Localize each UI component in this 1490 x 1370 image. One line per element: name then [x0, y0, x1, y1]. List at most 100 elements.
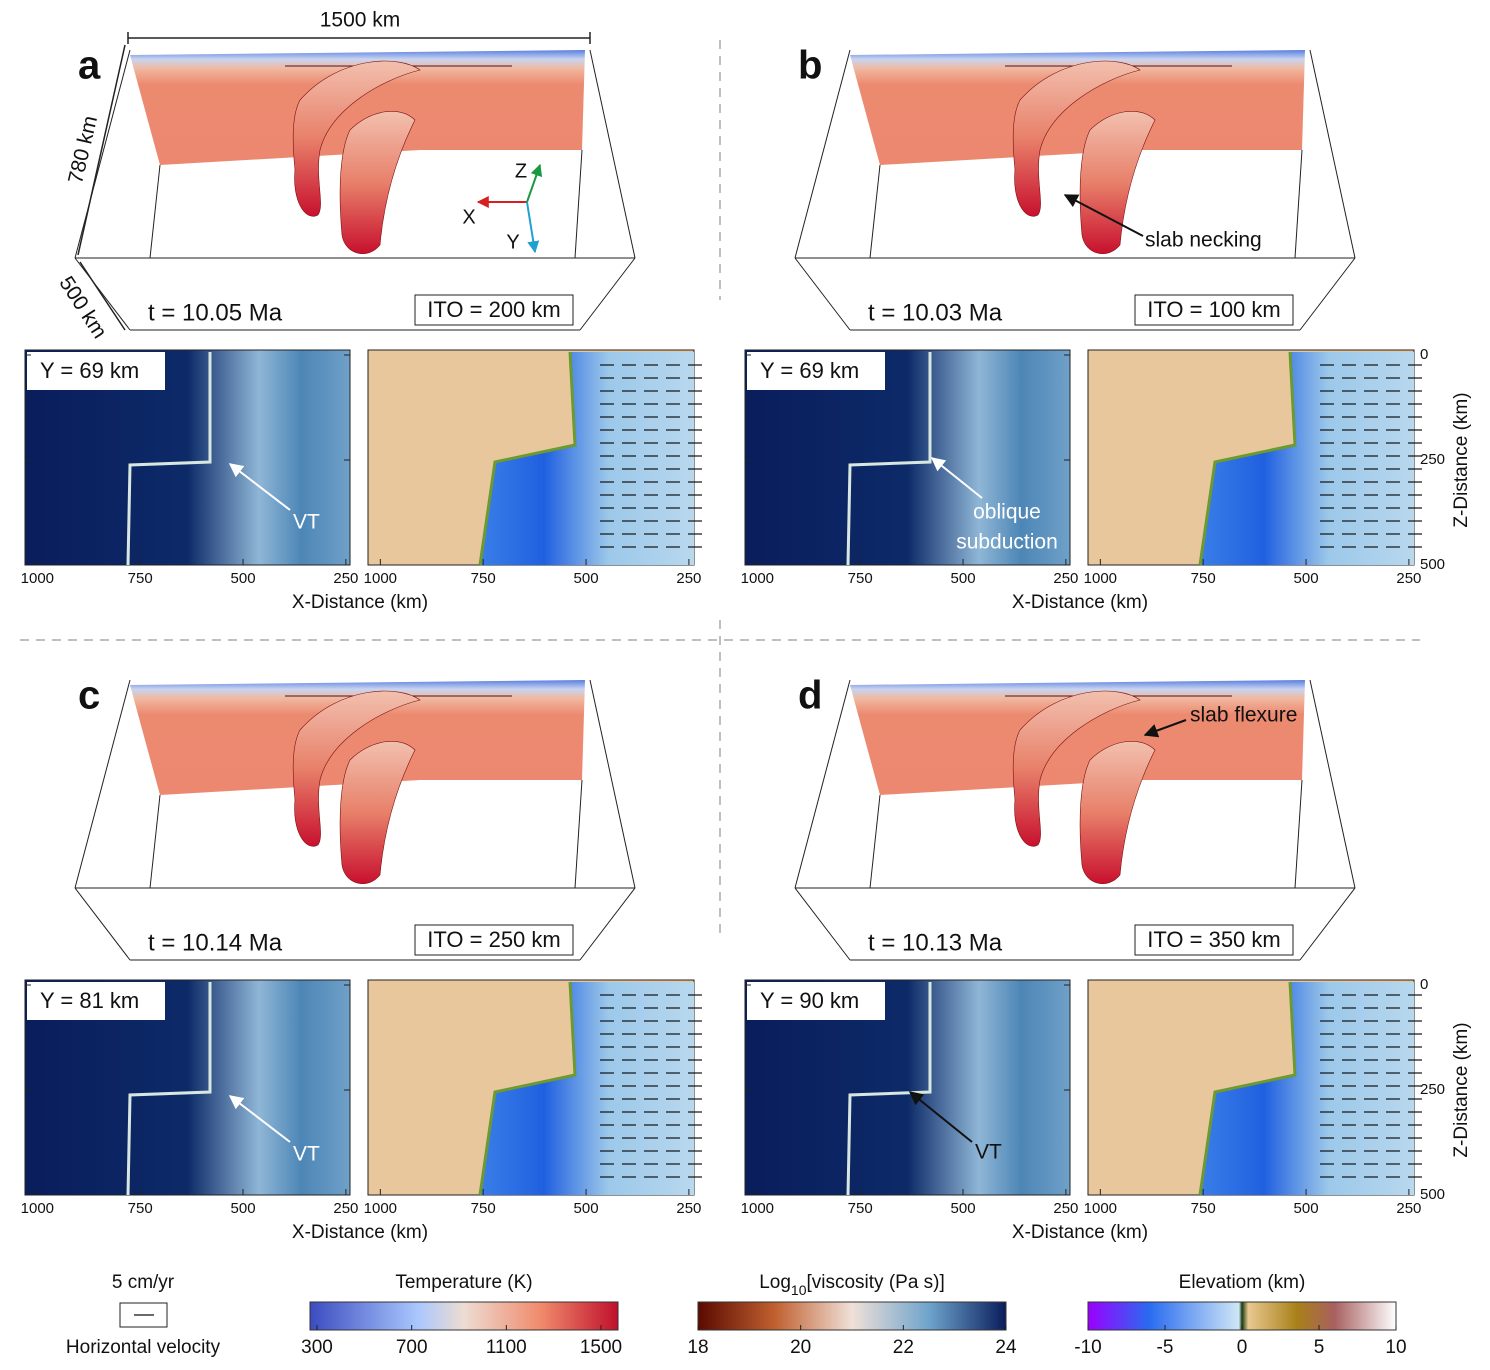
x-tick-label: 250 [1053, 1200, 1078, 1217]
box-edge [579, 887, 636, 961]
slice-label-box [27, 352, 165, 390]
ito-label: ITO = 100 km [1147, 297, 1280, 322]
x-tick-label: 250 [676, 570, 701, 587]
legend-title: Elevatiom (km) [1179, 1272, 1306, 1293]
ito-box [414, 294, 574, 326]
legend-title: Log10[viscosity (Pa s)] [759, 1272, 945, 1298]
slab [1012, 690, 1141, 847]
box-edge [1294, 779, 1303, 889]
plate-surface [130, 50, 585, 165]
annotation: slab necking [1145, 229, 1262, 252]
colorbar-tick-label: 700 [396, 1337, 428, 1358]
slice-label-box [747, 352, 885, 390]
slab [1079, 111, 1156, 254]
colorbar-tick-label: 1500 [580, 1337, 622, 1358]
colorbar-tick-label: 10 [1385, 1337, 1406, 1358]
x-tick-label: 1000 [364, 570, 397, 587]
x-tick-label: 1000 [741, 1200, 774, 1217]
box-edge [74, 887, 131, 961]
x-axis-label: X-Distance (km) [292, 1222, 428, 1243]
legend-title: Horizontal velocity [66, 1337, 221, 1358]
annotation-arrow [930, 457, 983, 499]
time-label: t = 10.03 Ma [868, 299, 1003, 326]
annotation-arrow [1063, 194, 1144, 237]
x-tick-label: 250 [1053, 570, 1078, 587]
x-tick-label: 750 [128, 1200, 153, 1217]
slab-trace [126, 352, 212, 566]
x-tick-label: 1000 [1084, 570, 1117, 587]
annotation-arrow [228, 1095, 291, 1143]
legend-title-part: 10 [791, 1282, 807, 1298]
panel-letter: a [78, 44, 101, 88]
x-tick-label: 750 [848, 570, 873, 587]
slab-trace [846, 352, 932, 566]
slab-region [480, 352, 694, 565]
x-axis-label: X-Distance (km) [1012, 1222, 1148, 1243]
legend-title: Temperature (K) [395, 1272, 532, 1293]
ito-label: ITO = 350 km [1147, 927, 1280, 952]
slice-label-box [27, 982, 165, 1020]
x-tick-label: 750 [848, 1200, 873, 1217]
plate-surface [850, 680, 1305, 795]
x-tick-label: 1000 [364, 1200, 397, 1217]
slice-label: Y = 81 km [40, 988, 139, 1013]
slab-region [480, 982, 694, 1195]
legend-title-part: Log [759, 1272, 791, 1293]
x-tick-label: 500 [1294, 1200, 1319, 1217]
panel-letter: c [78, 674, 100, 718]
panel: c t = 10.14 Ma ITO = 250 km Y = 81 km 1000 10… [21, 674, 702, 1243]
box-edge [589, 49, 636, 259]
time-label: t = 10.14 Ma [148, 929, 283, 956]
colorbar [697, 1301, 1007, 1331]
triad-label: Z [515, 160, 527, 182]
colorbar-tick-label: 18 [687, 1337, 708, 1358]
slab [1079, 741, 1156, 884]
x-tick-label: 1000 [1084, 1200, 1117, 1217]
triad-label: Y [506, 231, 519, 253]
slab-region [1200, 352, 1414, 565]
slice-label: Y = 69 km [40, 358, 139, 383]
box-edge [574, 779, 583, 889]
x-tick-label: 750 [1191, 570, 1216, 587]
slab-edge [478, 981, 577, 1196]
annotation: subduction [956, 531, 1058, 554]
slab-edge [1198, 981, 1297, 1196]
ito-label: ITO = 250 km [427, 927, 560, 952]
colorbar-tick-label: 20 [790, 1337, 811, 1358]
x-tick-label: 250 [676, 1200, 701, 1217]
x-tick-label: 1000 [21, 570, 54, 587]
triad-y [526, 201, 540, 254]
box-edge [794, 679, 851, 889]
slab [292, 60, 421, 217]
colorbar-tick-label: 0 [1237, 1337, 1248, 1358]
annotation: VT [293, 511, 320, 534]
panel: a t = 10.05 Ma ITO = 200 km Y = 69 km 1000 10… [21, 44, 702, 613]
box-edge [74, 679, 131, 889]
z-axis-label: Z-Distance (km) [1451, 1022, 1472, 1157]
triad-z [526, 163, 543, 203]
box-edge [869, 794, 881, 889]
box-edge [149, 164, 161, 259]
colorbar-tick-label: 5 [1314, 1337, 1325, 1358]
slab [292, 690, 421, 847]
dimension-line [77, 44, 126, 256]
slab-trace [846, 982, 932, 1196]
slab-region [1200, 982, 1414, 1195]
time-label: t = 10.05 Ma [148, 299, 283, 326]
triad-label: X [462, 206, 475, 228]
ito-box [414, 924, 574, 956]
annotation-arrow [1143, 719, 1187, 738]
annotation: VT [975, 1141, 1002, 1164]
colorbar-tick-label: -10 [1074, 1337, 1101, 1358]
colorbar-tick-label: 24 [995, 1337, 1017, 1358]
x-tick-label: 750 [1191, 1200, 1216, 1217]
x-tick-label: 750 [128, 570, 153, 587]
x-tick-label: 500 [951, 570, 976, 587]
box-edge [74, 257, 131, 331]
box-edge [869, 164, 881, 259]
slab [339, 741, 416, 884]
legend-title: 5 cm/yr [112, 1272, 175, 1293]
box-edge [794, 49, 851, 259]
box-edge [794, 887, 851, 961]
